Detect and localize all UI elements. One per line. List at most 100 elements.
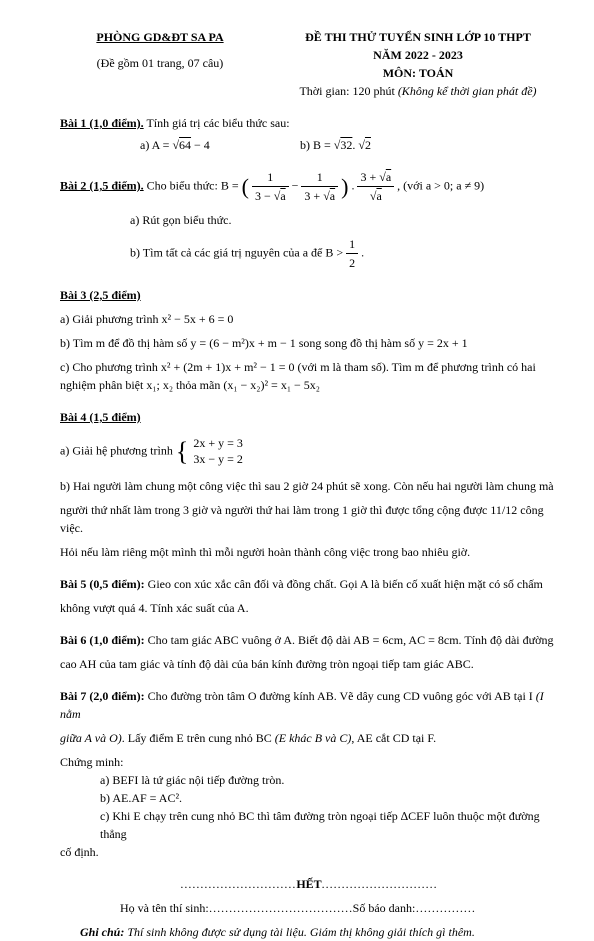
f2-den-sq: a	[330, 189, 335, 203]
b1-b-sqrt2: 2	[365, 138, 371, 152]
b4-a: a) Giải hệ phương trình { 2x + y = 3 3x …	[60, 432, 558, 471]
b2-minus: −	[292, 178, 302, 192]
f2-den: 3 + √a	[301, 187, 338, 205]
exam-year: NĂM 2022 - 2023	[278, 46, 558, 64]
b6-l2: cao AH của tam giác và tính độ dài của b…	[60, 655, 558, 673]
sys-eq2: 3x − y = 2	[193, 452, 243, 468]
b4-title: Bài 4 (1,5 điểm)	[60, 408, 558, 426]
f2-den-pre: 3 +	[304, 189, 323, 203]
footer-name-row: Họ và tên thí sinh:………………………………Số báo da…	[60, 899, 558, 917]
b7-a: a) BEFI là tứ giác nội tiếp đường tròn.	[60, 771, 558, 789]
sbd-dots: ……………	[415, 901, 475, 915]
b3-b: b) Tìm m để đồ thị hàm số y = (6 − m²)x …	[60, 334, 558, 352]
b1-title: Bài 1 (1,0 điểm).	[60, 116, 144, 130]
b5-l2: không vượt quá 4. Tính xác suất của A.	[60, 599, 558, 617]
b4-b2: người thứ nhất làm trong 3 giờ và người …	[60, 501, 558, 537]
b7-c2: cố định.	[60, 843, 558, 861]
b1-b-dot: .	[352, 138, 358, 152]
b3-c1: c) Cho phương trình x² + (2m + 1)x + m² …	[60, 358, 558, 376]
b2-b-post: .	[361, 245, 364, 259]
exam-time: Thời gian: 120 phút (Không kể thời gian …	[278, 82, 558, 100]
b1-b-sqrt1: 32	[340, 138, 352, 152]
header-left: PHÒNG GD&ĐT SA PA (Đề gồm 01 trang, 07 c…	[60, 28, 260, 100]
sys-eq1: 2x + y = 3	[193, 436, 243, 452]
b1-text: Tính giá trị các biểu thức sau:	[144, 116, 290, 130]
b6-l1: Cho tam giác ABC vuông ở A. Biết độ dài …	[145, 633, 554, 647]
b2-frac3: 3 + √a √a	[357, 168, 394, 205]
b4-system: 2x + y = 3 3x − y = 2	[193, 436, 243, 467]
footer-het: .............................HẾT........…	[60, 875, 558, 893]
b2-a: a) Rút gọn biểu thức.	[60, 211, 558, 229]
b3-a: a) Giải phương trình x² − 5x + 6 = 0	[60, 310, 558, 328]
header-right: ĐỀ THI THỬ TUYỂN SINH LỚP 10 THPT NĂM 20…	[278, 28, 558, 100]
dots-left: .............................	[180, 877, 296, 891]
bai-4: Bài 4 (1,5 điểm) a) Giải hệ phương trình…	[60, 408, 558, 561]
name-dots: ………………………………	[209, 901, 353, 915]
bai-6: Bài 6 (1,0 điểm): Cho tam giác ABC vuông…	[60, 631, 558, 673]
f1-den: 3 − √a	[252, 187, 289, 205]
b7-l2-p: (E khác B và C)	[275, 731, 352, 745]
bai-3: Bài 3 (2,5 điểm) a) Giải phương trình x²…	[60, 286, 558, 394]
lparen: (	[242, 174, 249, 199]
b2-text: Cho biểu thức: B =	[144, 178, 242, 192]
b2-b-den: 2	[346, 254, 358, 272]
bai-5: Bài 5 (0,5 điểm): Gieo con xúc xắc cân đ…	[60, 575, 558, 617]
f1-den-pre: 3 −	[255, 189, 274, 203]
f1-den-sq: a	[280, 189, 285, 203]
het: HẾT	[296, 877, 321, 891]
b2-cond: , (với a > 0; a ≠ 9)	[397, 178, 484, 192]
brace-icon: {	[176, 437, 188, 466]
b5-title: Bài 5 (0,5 điểm):	[60, 577, 145, 591]
footer-note: Ghi chú: Thí sinh không được sử dụng tài…	[60, 923, 558, 941]
b4-b1: b) Hai người làm chung một công việc thì…	[60, 477, 558, 495]
dots-right: .............................	[322, 877, 438, 891]
b7-l2: giữa A và O). Lấy điểm E trên cung nhỏ B…	[60, 729, 558, 747]
f1-num: 1	[252, 168, 289, 187]
org: PHÒNG GD&ĐT SA PA	[60, 28, 260, 46]
b7-c: c) Khi E chạy trên cung nhỏ BC thì tâm đ…	[60, 807, 558, 843]
b2-frac1: 1 3 − √a	[252, 168, 289, 205]
note-t: Thí sinh không được sử dụng tài liệu. Gi…	[124, 925, 474, 939]
f3-num: 3 + √a	[357, 168, 394, 187]
b1-a-post: − 4	[191, 138, 210, 152]
bai-1: Bài 1 (1,0 điểm). Tính giá trị các biểu …	[60, 114, 558, 154]
time-text: Thời gian: 120 phút	[299, 84, 397, 98]
b7-title: Bài 7 (2,0 điểm):	[60, 689, 145, 703]
b4-a-pre: a) Giải hệ phương trình	[60, 443, 176, 457]
f3-num-pre: 3 +	[360, 170, 379, 184]
header: PHÒNG GD&ĐT SA PA (Đề gồm 01 trang, 07 c…	[60, 28, 558, 100]
rparen: )	[341, 174, 348, 199]
exam-title: ĐỀ THI THỬ TUYỂN SINH LỚP 10 THPT	[278, 28, 558, 46]
b6-title: Bài 6 (1,0 điểm):	[60, 633, 145, 647]
b7-l1: Cho đường tròn tâm O đường kính AB. Vẽ d…	[145, 689, 536, 703]
exam-note: (Đề gồm 01 trang, 07 câu)	[60, 54, 260, 72]
b3-title: Bài 3 (2,5 điểm)	[60, 286, 558, 304]
b2-b-pre: b) Tìm tất cả các giá trị nguyên của a đ…	[130, 245, 346, 259]
b4-b3: Hỏi nếu làm riêng một mình thì mỗi người…	[60, 543, 558, 561]
b1-a: a) A = √64 − 4	[60, 136, 300, 154]
b2-b-frac: 1 2	[346, 235, 358, 272]
b3-c1-text: c) Cho phương trình x² + (2m + 1)x + m² …	[60, 360, 536, 374]
b1-a-label: a) A =	[140, 138, 172, 152]
f2-num: 1	[301, 168, 338, 187]
bai-2: Bài 2 (1,5 điểm). Cho biểu thức: B = ( 1…	[60, 168, 558, 272]
b7-cm: Chứng minh:	[60, 753, 558, 771]
f3-den: √a	[357, 187, 394, 205]
b7-l2-t: . Lấy điểm E trên cung nhỏ BC	[122, 731, 275, 745]
b2-title: Bài 2 (1,5 điểm).	[60, 178, 144, 192]
b2-b-num: 1	[346, 235, 358, 254]
time-note: (Không kể thời gian phát đề)	[398, 84, 537, 98]
b1-a-sqrt: 64	[179, 138, 191, 152]
name-label: Họ và tên thí sinh:	[120, 901, 209, 915]
b2-b: b) Tìm tất cả các giá trị nguyên của a đ…	[60, 235, 558, 272]
b1-b: b) B = √32. √2	[300, 136, 371, 154]
f3-num-sq: a	[386, 170, 391, 184]
f3-den-sq: a	[376, 189, 381, 203]
b7-l2-e: , AE cắt CD tại F.	[351, 731, 436, 745]
b2-frac2: 1 3 + √a	[301, 168, 338, 205]
b7-l2-i: giữa A và O)	[60, 731, 122, 745]
note-b: Ghi chú:	[80, 925, 124, 939]
b1-b-label: b) B =	[300, 138, 334, 152]
b7-b: b) AE.AF = AC².	[60, 789, 558, 807]
b5-l1: Gieo con xúc xắc cân đối và đồng chất. G…	[145, 577, 543, 591]
